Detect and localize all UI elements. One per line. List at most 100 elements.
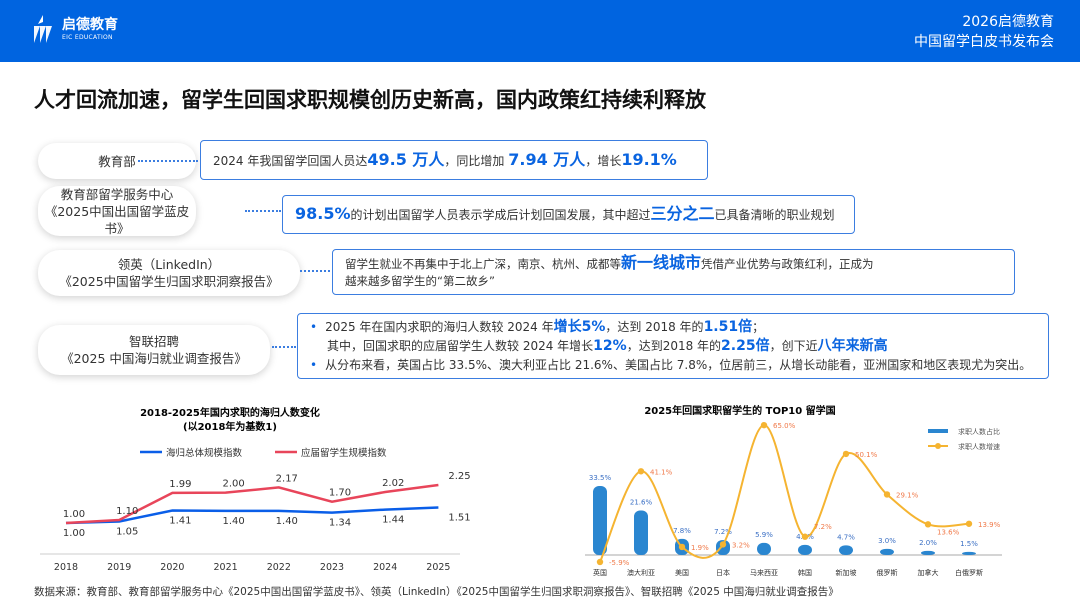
header-bar: 启德教育 EIC EDUCATION 2026启德教育中国留学白皮书发布会 [0, 0, 1080, 62]
x-tick-label: 2019 [107, 562, 131, 573]
x-tick-label: 白俄罗斯 [955, 568, 983, 577]
growth-marker [678, 543, 686, 551]
x-tick-label: 俄罗斯 [877, 568, 898, 577]
line-chart-returnees: 2018-2025年国内求职的海归人数变化(以2018年为基数1) 海归总体规模指… [40, 406, 470, 573]
growth-label: 3.2% [732, 541, 750, 549]
page-title: 人才回流加速，留学生回国求职规模创历史新高，国内政策红持续利释放 [34, 88, 706, 112]
event-title-line1: 2026启德教育 [962, 14, 1054, 30]
bar [921, 550, 935, 555]
data-label: 1.34 [329, 518, 351, 529]
event-title-line2: 中国留学白皮书发布会 [914, 34, 1054, 50]
data-label: 1.10 [116, 506, 138, 517]
chart-title: 2018-2025年国内求职的海归人数变化 [140, 406, 320, 419]
data-label: 1.05 [116, 526, 138, 537]
source-name: 智联招聘 [128, 334, 179, 349]
growth-label: 13.9% [978, 521, 1001, 529]
logo-text: 启德教育 [62, 16, 118, 33]
logo: 启德教育 EIC EDUCATION [30, 14, 118, 44]
x-tick-label: 2024 [373, 562, 397, 573]
bullet-icon: • [310, 357, 318, 372]
bar-label: 21.6% [630, 499, 653, 507]
data-label: 2.00 [222, 479, 244, 490]
source-report: 《2025中国出国留学蓝皮书》 [44, 203, 190, 236]
legend-marker [935, 443, 941, 449]
source-name: 教育部 [98, 153, 136, 169]
x-tick-label: 马来西亚 [750, 569, 778, 577]
bar-label: 3.0% [878, 537, 896, 545]
series-line [65, 506, 439, 525]
data-label: 1.51 [448, 512, 470, 523]
x-tick-label: 澳大利亚 [627, 568, 655, 577]
data-label: 2.02 [382, 478, 404, 489]
source-pill-cscse: 教育部留学服务中心 《2025中国出国留学蓝皮书》 [38, 186, 196, 236]
x-tick-label: 英国 [593, 568, 607, 577]
growth-label: 13.6% [937, 528, 960, 536]
connector [300, 270, 330, 272]
legend-label: 应届留学生规模指数 [301, 447, 387, 459]
growth-marker [801, 533, 809, 540]
bar-label: 5.9% [755, 531, 773, 539]
growth-marker [965, 520, 973, 527]
connector [138, 160, 198, 162]
x-tick-label: 2023 [320, 562, 344, 573]
growth-marker [637, 468, 645, 475]
data-label: 1.00 [63, 528, 85, 539]
growth-label: 1.9% [691, 544, 709, 552]
fact-box-1: 2024 年我国留学回国人员达49.5 万人，同比增加 7.94 万人，增长19… [200, 140, 708, 180]
source-pill-linkedin: 领英（LinkedIn） 《2025中国留学生归国求职洞察报告》 [38, 250, 300, 296]
data-label: 1.41 [169, 516, 191, 527]
growth-marker [596, 558, 604, 566]
fact-box-2: 98.5%的计划出国留学人员表示学成后计划回国发展，其中超过三分之二已具备清晰的… [282, 195, 855, 234]
x-tick-label: 日本 [716, 568, 730, 577]
x-tick-label: 韩国 [798, 568, 812, 577]
growth-marker [719, 541, 727, 548]
bar [798, 544, 812, 555]
source-name: 领英（LinkedIn） [117, 257, 221, 272]
bar-label: 4.7% [837, 533, 855, 541]
legend-label: 求职人数增速 [958, 442, 1000, 451]
bar-label: 2.0% [919, 539, 937, 547]
chart-title: 2025年回国求职留学生的 TOP10 留学国 [644, 404, 835, 417]
x-tick-label: 加拿大 [918, 568, 939, 577]
bar [593, 485, 607, 555]
connector [272, 346, 296, 348]
growth-label: 29.1% [896, 491, 919, 499]
growth-line [599, 424, 970, 563]
legend-label: 海归总体规模指数 [166, 447, 243, 459]
x-tick-label: 美国 [675, 568, 689, 577]
data-label: 1.99 [169, 479, 191, 490]
source-name: 教育部留学服务中心 [60, 186, 174, 202]
growth-label: 65.0% [773, 422, 796, 430]
bar-label: 7.8% [673, 527, 691, 535]
data-label: 1.44 [382, 515, 404, 526]
x-tick-label: 2025 [426, 562, 450, 573]
growth-label: -5.9% [609, 559, 630, 567]
bar-label: 1.5% [960, 540, 978, 548]
logo-subtext: EIC EDUCATION [62, 33, 113, 41]
data-label: 2.25 [448, 471, 470, 482]
growth-marker [924, 521, 932, 528]
bar [839, 545, 853, 555]
source-report: 《2025 中国海归就业调查报告》 [61, 351, 247, 366]
connector [245, 210, 281, 212]
bar [634, 510, 648, 555]
growth-marker [842, 450, 850, 458]
bar-label: 7.2% [714, 528, 732, 536]
x-tick-label: 2021 [214, 562, 238, 573]
growth-label: 50.1% [855, 451, 878, 459]
x-tick-label: 2020 [160, 562, 184, 573]
bar [880, 548, 894, 555]
series-line [65, 483, 439, 525]
legend-swatch [928, 429, 948, 433]
logo-icon [34, 15, 52, 43]
fact-box-3: 留学生就业不再集中于北上广深，南京、杭州、成都等新一线城市凭借产业优势与政策红利… [332, 249, 1015, 295]
growth-label: 41.1% [650, 468, 673, 476]
growth-marker [883, 491, 891, 498]
x-tick-label: 2022 [267, 562, 291, 573]
data-label: 2.17 [276, 473, 298, 484]
bullet-icon: • [310, 319, 318, 334]
source-pill-zhaopin: 智联招聘《2025 中国海归就业调查报告》 [38, 325, 270, 375]
data-label: 1.40 [276, 516, 298, 527]
chart-subtitle: (以2018年为基数1) [183, 420, 277, 433]
